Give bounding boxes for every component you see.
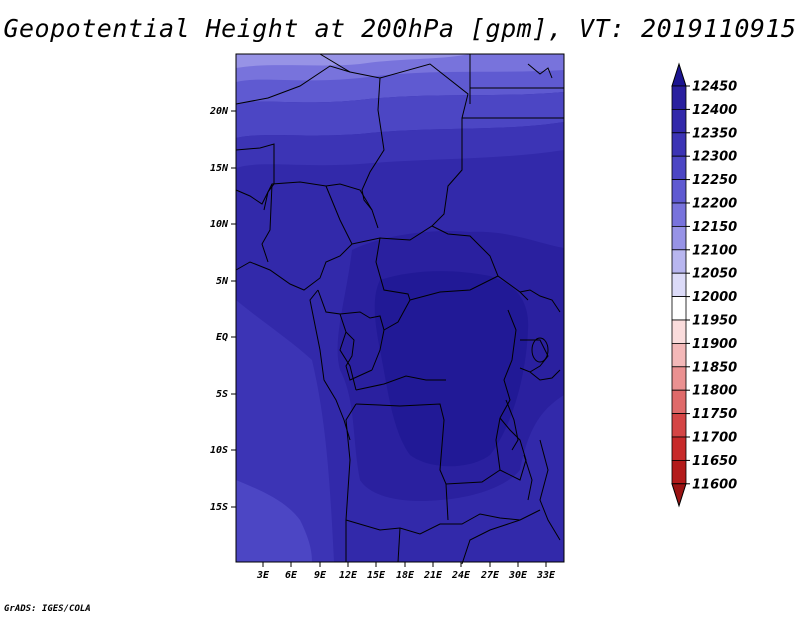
lon-label: 3E xyxy=(256,570,270,581)
colorbar-swatch xyxy=(671,85,687,110)
colorbar-label: 11800 xyxy=(692,384,737,399)
colorbar-swatch xyxy=(671,202,687,227)
lon-label: 15E xyxy=(367,570,386,581)
lakes xyxy=(505,337,549,501)
lon-label: 6E xyxy=(285,570,298,581)
colorbar-swatch xyxy=(671,272,687,298)
colorbar-label: 12150 xyxy=(692,220,737,235)
lon-label: 21E xyxy=(423,570,443,581)
colorbar-bottom-triangle xyxy=(671,483,687,508)
colorbar-swatch xyxy=(671,436,687,461)
colorbar-label: 11900 xyxy=(692,337,737,352)
colorbar-swatch xyxy=(671,179,687,204)
colorbar-swatch xyxy=(671,319,687,344)
colorbar-swatch xyxy=(671,155,687,180)
colorbar-swatch xyxy=(671,132,687,157)
colorbar-label: 11750 xyxy=(692,407,737,422)
colorbar-swatch xyxy=(671,225,687,251)
colorbar: 12450 12400 12350 12300 12250 12200 12150 12100… xyxy=(671,62,737,508)
lat-label: 15S xyxy=(210,502,228,513)
lat-label: 20N xyxy=(209,106,229,117)
colorbar-label: 12400 xyxy=(692,103,737,118)
colorbar-swatch xyxy=(671,296,687,321)
colorbar-label: 12050 xyxy=(692,267,737,282)
lon-label: 9E xyxy=(314,570,327,581)
colorbar-swatch xyxy=(671,389,687,415)
map-title: Geopotential Height at 200hPa [gpm], VT:… xyxy=(3,14,797,43)
lat-label: 15N xyxy=(210,163,229,174)
colorbar-label: 11700 xyxy=(692,431,737,446)
lat-label: 5N xyxy=(216,276,229,287)
colorbar-label: 11950 xyxy=(692,314,737,329)
colorbar-swatch xyxy=(671,342,687,368)
lon-label: 27E xyxy=(480,570,500,581)
lat-axis: 20N 15N 10N 5N EQ 5S 10S 15S xyxy=(209,106,236,513)
lat-label: 5S xyxy=(216,389,228,400)
grads-credit: GrADS: IGES/COLA xyxy=(4,604,91,614)
lon-label: 30E xyxy=(508,570,528,581)
lat-label: EQ xyxy=(216,332,228,343)
lon-axis: 3E 6E 9E 12E 15E 18E 21E 24E 27E 30E 33E xyxy=(256,562,556,581)
lon-label: 18E xyxy=(396,570,415,581)
colorbar-label: 11850 xyxy=(692,360,737,375)
colorbar-label: 12200 xyxy=(692,197,737,212)
colorbar-label: 11600 xyxy=(692,477,737,492)
height-field xyxy=(236,54,564,562)
colorbar-swatch xyxy=(671,109,687,134)
colorbar-swatch xyxy=(671,249,687,274)
colorbar-label: 12300 xyxy=(692,150,737,165)
colorbar-swatch xyxy=(671,413,687,438)
colorbar-label: 12350 xyxy=(692,126,737,141)
lat-label: 10S xyxy=(210,445,228,456)
colorbar-swatch xyxy=(671,459,687,485)
lon-label: 12E xyxy=(339,570,358,581)
plot-frame xyxy=(235,53,565,563)
colorbar-label: 12100 xyxy=(692,243,737,258)
colorbar-top-triangle xyxy=(671,62,687,87)
colorbar-label: 12450 xyxy=(692,80,737,95)
lon-label: 24E xyxy=(451,570,471,581)
lat-label: 10N xyxy=(210,219,229,230)
colorbar-label: 12250 xyxy=(692,173,737,188)
colorbar-label: 12000 xyxy=(692,290,737,305)
colorbar-swatch xyxy=(671,366,687,391)
colorbar-label: 11650 xyxy=(692,454,737,469)
lon-label: 33E xyxy=(536,570,556,581)
